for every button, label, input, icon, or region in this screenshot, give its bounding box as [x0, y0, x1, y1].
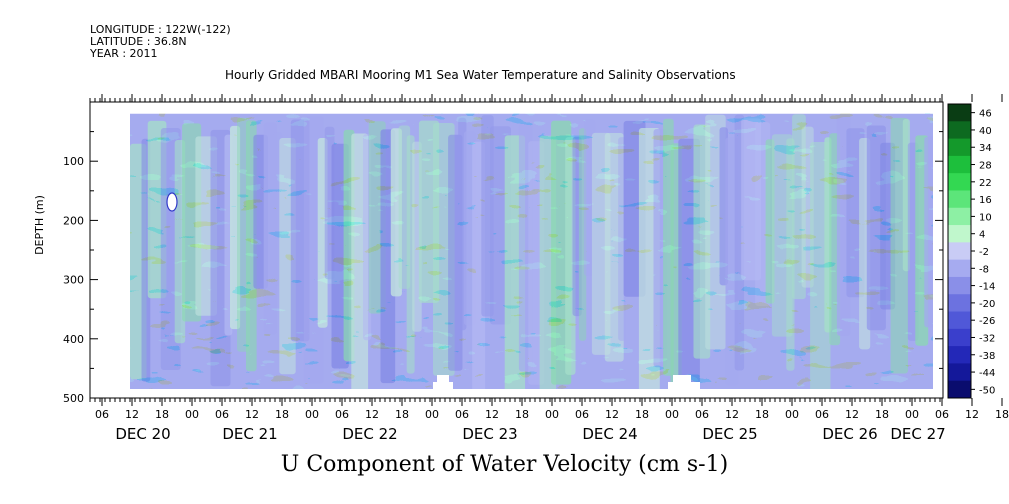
- colorbar-label: -20: [979, 299, 995, 310]
- colorbar-swatch: [948, 138, 971, 157]
- year-label: YEAR : 2011: [90, 47, 158, 60]
- data-gap: [433, 382, 453, 390]
- x-tick-label: 12: [245, 408, 259, 421]
- x-tick-label: 18: [515, 408, 529, 421]
- colorbar-label: 34: [979, 143, 992, 154]
- x-tick-label: 12: [125, 408, 139, 421]
- x-tick-label: 00: [665, 408, 679, 421]
- colorbar-swatch: [948, 173, 971, 191]
- colorbar: 46 40 34 28 22 16 10 4 -2 -8 -14 -20 -26 -32 -38 -44 -50: [947, 103, 995, 399]
- x-tick-label: 18: [395, 408, 409, 421]
- x-tick-label: 00: [545, 408, 559, 421]
- y-tick-label: 500: [63, 392, 84, 405]
- colorbar-swatch: [948, 328, 971, 347]
- x-tick-label: 00: [185, 408, 199, 421]
- velocity-field: [130, 113, 933, 389]
- colorbar-label: -44: [979, 368, 995, 379]
- x-tick-label: 12: [965, 408, 979, 421]
- colorbar-swatch: [948, 104, 971, 122]
- colorbar-label: -8: [979, 264, 989, 275]
- chart-title: Hourly Gridded MBARI Mooring M1 Sea Wate…: [225, 68, 736, 82]
- x-tick-label: 18: [155, 408, 169, 421]
- data-gap: [668, 382, 700, 390]
- y-axis-label: DEPTH (m): [33, 195, 46, 255]
- colorbar-swatch: [948, 121, 971, 140]
- colorbar-swatch: [948, 294, 971, 313]
- x-tick-label: 18: [635, 408, 649, 421]
- colorbar-label: 16: [979, 195, 992, 206]
- longitude-label: LONGITUDE : 122W(-122): [90, 23, 231, 36]
- colorbar-label: -38: [979, 351, 995, 362]
- colorbar-label: -2: [979, 247, 989, 258]
- data-gaps: [166, 192, 700, 390]
- data-gap: [673, 375, 691, 383]
- colorbar-swatch: [948, 225, 971, 243]
- colorbar-swatch: [948, 155, 971, 174]
- colorbar-swatch: [948, 259, 971, 278]
- colorbar-swatch: [948, 190, 971, 209]
- field-texture: [130, 113, 933, 389]
- x-tick-label: 00: [905, 408, 919, 421]
- latitude-label: LATITUDE : 36.8N: [90, 35, 187, 48]
- x-tick-label: 06: [695, 408, 709, 421]
- x-tick-label: 00: [305, 408, 319, 421]
- colorbar-swatch: [948, 207, 971, 226]
- x-day-label: DEC 24: [582, 425, 637, 443]
- x-day-label: DEC 23: [462, 425, 517, 443]
- x-day-label: DEC 20: [115, 425, 170, 443]
- colorbar-swatch: [948, 311, 971, 330]
- colorbar-label: 40: [979, 126, 992, 137]
- colorbar-label: 46: [979, 109, 992, 120]
- x-day-label: DEC 22: [342, 425, 397, 443]
- data-gap: [437, 375, 449, 383]
- contour-loop: [166, 192, 178, 212]
- colorbar-swatch: [948, 242, 971, 261]
- y-tick-label: 300: [63, 274, 84, 287]
- x-tick-label: 00: [425, 408, 439, 421]
- colorbar-label: 4: [979, 230, 985, 241]
- x-day-label: DEC 25: [702, 425, 757, 443]
- x-tick-label: 12: [605, 408, 619, 421]
- x-tick-label: 06: [215, 408, 229, 421]
- x-day-label: DEC 26: [822, 425, 877, 443]
- colorbar-swatch: [948, 363, 971, 382]
- y-tick-label: 400: [63, 333, 84, 346]
- x-tick-label: 12: [845, 408, 859, 421]
- colorbar-swatch: [948, 346, 971, 364]
- x-tick-label: 12: [725, 408, 739, 421]
- colorbar-label: 28: [979, 161, 992, 172]
- colorbar-label: 10: [979, 212, 992, 223]
- colorbar-swatch: [948, 276, 971, 295]
- colorbar-label: -14: [979, 282, 995, 293]
- x-tick-label: 18: [875, 408, 889, 421]
- colorbar-label: -32: [979, 333, 995, 344]
- x-tick-label: 06: [575, 408, 589, 421]
- x-tick-label: 18: [275, 408, 289, 421]
- y-tick-label: 100: [63, 155, 84, 168]
- colorbar-swatch: [948, 380, 971, 399]
- colorbar-label: -26: [979, 316, 995, 327]
- x-tick-label: 12: [365, 408, 379, 421]
- x-tick-label: 18: [755, 408, 769, 421]
- x-tick-label: 06: [815, 408, 829, 421]
- x-tick-label: 06: [935, 408, 949, 421]
- y-tick-label: 200: [63, 214, 84, 227]
- colorbar-label: -50: [979, 385, 995, 396]
- x-tick-label: 18: [995, 408, 1009, 421]
- x-tick-label: 06: [455, 408, 469, 421]
- x-day-label: DEC 27: [890, 425, 945, 443]
- x-axis-label: U Component of Water Velocity (cm s-1): [280, 452, 729, 477]
- colorbar-label: 22: [979, 178, 992, 189]
- x-tick-label: 00: [785, 408, 799, 421]
- x-tick-label: 12: [485, 408, 499, 421]
- x-tick-label: 06: [95, 408, 109, 421]
- x-day-label: DEC 21: [222, 425, 277, 443]
- x-tick-label: 06: [335, 408, 349, 421]
